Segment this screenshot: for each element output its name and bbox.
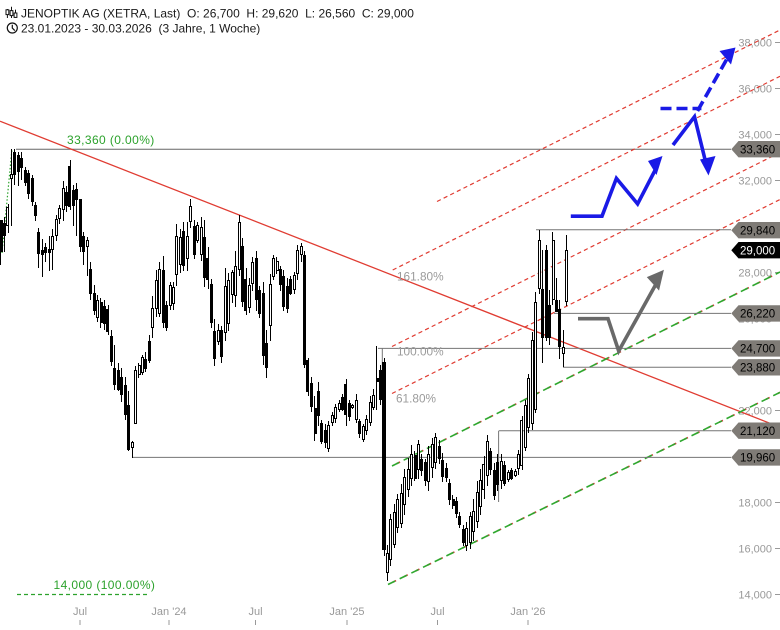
svg-text:33,360 (0.00%): 33,360 (0.00%) bbox=[67, 133, 155, 147]
svg-text:32,000: 32,000 bbox=[738, 176, 772, 188]
svg-text:Jan '26: Jan '26 bbox=[510, 606, 545, 618]
svg-text:29,840: 29,840 bbox=[740, 225, 775, 237]
svg-text:22,000: 22,000 bbox=[738, 406, 772, 418]
svg-text:34,000: 34,000 bbox=[738, 130, 772, 142]
svg-text:36,000: 36,000 bbox=[738, 84, 772, 96]
svg-text:14,000 (100.00%): 14,000 (100.00%) bbox=[54, 578, 156, 592]
svg-text:JENOPTIK AG (XETRA, Last) O:: JENOPTIK AG (XETRA, Last) O: 26,700 H: 2… bbox=[21, 7, 414, 21]
svg-text:24,700: 24,700 bbox=[740, 344, 775, 356]
svg-text:19,960: 19,960 bbox=[740, 453, 775, 465]
svg-text:Jul: Jul bbox=[430, 606, 444, 618]
svg-text:Jul: Jul bbox=[248, 606, 262, 618]
svg-text:23.01.2023 - 30.03.2026 (3 Ja: 23.01.2023 - 30.03.2026 (3 Jahre, 1 Woch… bbox=[21, 22, 260, 36]
svg-text:14,000: 14,000 bbox=[738, 590, 772, 602]
svg-text:38,000: 38,000 bbox=[738, 38, 772, 50]
svg-text:Jul: Jul bbox=[73, 606, 87, 618]
svg-text:Jan '25: Jan '25 bbox=[329, 606, 364, 618]
svg-text:16,000: 16,000 bbox=[738, 544, 772, 556]
svg-text:100.00%: 100.00% bbox=[397, 345, 444, 359]
svg-text:Jan '24: Jan '24 bbox=[151, 606, 186, 618]
svg-text:23,880: 23,880 bbox=[740, 363, 775, 375]
svg-text:29,000: 29,000 bbox=[740, 245, 775, 257]
svg-text:161.80%: 161.80% bbox=[397, 270, 444, 284]
svg-text:61.80%: 61.80% bbox=[396, 392, 437, 406]
svg-text:33,360: 33,360 bbox=[740, 144, 775, 156]
svg-text:18,000: 18,000 bbox=[738, 498, 772, 510]
svg-text:28,000: 28,000 bbox=[738, 268, 772, 280]
svg-text:26,220: 26,220 bbox=[740, 309, 775, 321]
svg-text:21,120: 21,120 bbox=[740, 426, 775, 438]
